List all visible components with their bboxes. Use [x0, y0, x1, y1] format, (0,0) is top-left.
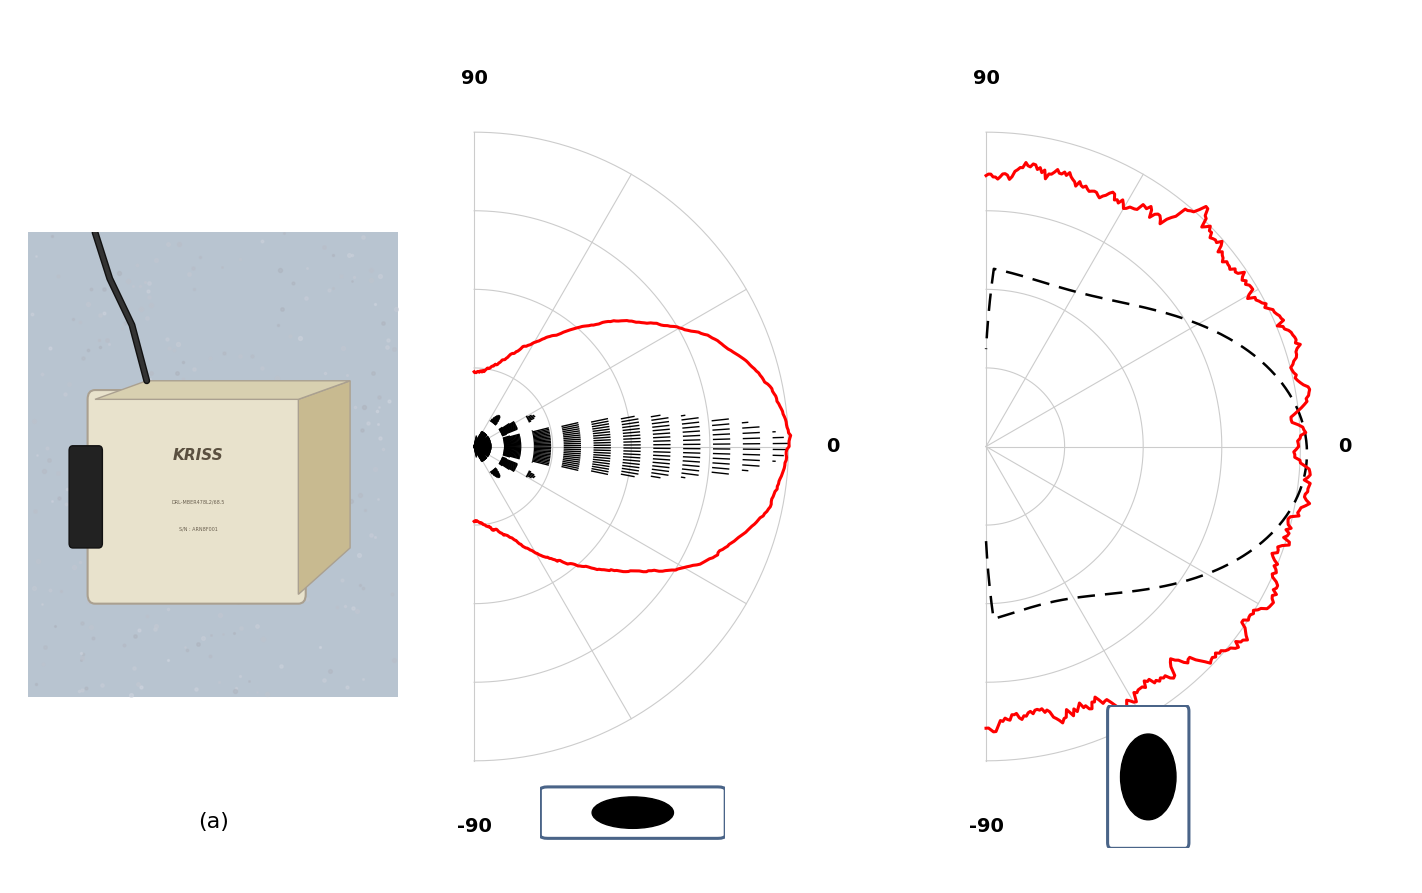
Text: 90: 90: [461, 69, 488, 88]
FancyBboxPatch shape: [70, 446, 102, 548]
Text: (a): (a): [198, 812, 229, 831]
Text: 0: 0: [826, 437, 839, 456]
FancyBboxPatch shape: [540, 787, 725, 839]
Text: -90: -90: [456, 817, 492, 837]
Polygon shape: [95, 380, 350, 399]
Text: 90: 90: [973, 69, 1000, 88]
FancyBboxPatch shape: [1108, 705, 1189, 848]
Text: DRL-MBER478L2/68.5: DRL-MBER478L2/68.5: [172, 499, 225, 504]
Circle shape: [1121, 734, 1176, 820]
Text: KRISS: KRISS: [173, 447, 223, 463]
Circle shape: [592, 797, 674, 829]
Text: S/N : ARN8F001: S/N : ARN8F001: [179, 527, 218, 532]
Text: -90: -90: [968, 817, 1004, 837]
Polygon shape: [299, 380, 350, 595]
Text: 0: 0: [1338, 437, 1351, 456]
FancyBboxPatch shape: [88, 390, 306, 604]
